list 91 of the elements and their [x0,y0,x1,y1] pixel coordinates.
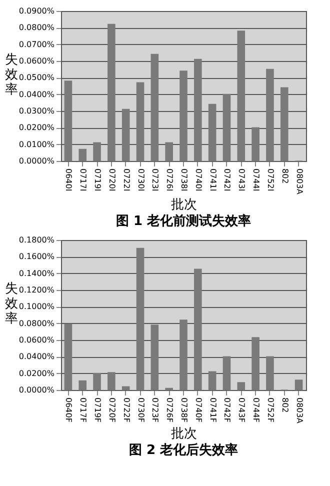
y-tick-label: 0.0600% [18,336,55,344]
x-tick-label: 0723I [150,168,160,192]
x-tick-label: 0803A [294,398,304,424]
x-tick-label: 0744F [252,398,261,423]
bar [266,356,274,390]
bar [180,320,188,390]
y-tick-label: 0.0400% [18,352,55,362]
y-tick-label: 0.0200% [18,123,55,132]
x-tick-label: 0720I [107,168,116,192]
bar [194,58,202,162]
x-tick-label: 0752F [266,398,275,423]
x-tick-label: 0803A [294,168,304,195]
x-tick-label: 0740I [194,168,203,192]
bar [252,127,260,162]
y-tick-label: 0.0800% [18,23,55,32]
bar [237,382,246,390]
x-axis-title: 批次 [171,197,197,212]
bar [266,68,274,162]
x-tick-label: 0741I [208,168,218,192]
x-tick-label: 802 [280,398,290,413]
bar [108,372,116,390]
bar [93,142,101,162]
bar [150,324,159,390]
x-tick-label: 0740F [194,398,203,423]
bar [222,94,231,162]
bar [93,372,101,390]
y-axis-title: 失效率 [5,282,18,326]
bar [150,54,159,162]
x-tick-label: 0742I [222,168,232,192]
x-tick-label: 0752I [266,168,275,192]
y-tick-label: 0.0600% [18,56,55,66]
y-tick-label: 0.0500% [18,73,55,82]
bar [64,80,72,162]
bar [280,87,288,162]
y-tick-label: 0.0100% [18,140,55,149]
x-tick-label: 802 [280,168,290,184]
y-tick-label: 0.1000% [18,302,55,312]
y-tick-label: 0.1400% [18,268,55,278]
y-tick-label: 0.0000% [18,156,55,166]
bar [180,70,188,162]
bar [122,386,130,390]
x-axis-title: 批次 [171,426,197,442]
y-tick-label: 0.0400% [18,90,55,99]
x-tick-label: 0726F [165,398,174,423]
bar [237,30,246,162]
y-tick-label: 0.0000% [18,386,55,394]
x-tick-label: 0719F [93,398,102,423]
x-tick-label: 0717I [78,168,88,192]
x-tick-label: 0723F [150,398,160,423]
x-tick-label: 0720F [107,398,116,423]
x-tick-label: 0640I [64,168,74,192]
x-tick-label: 0743I [237,168,246,192]
y-tick-label: 0.1600% [18,252,55,262]
bar [78,148,87,162]
x-tick-label: 0742F [222,398,232,423]
bar [136,248,144,390]
bar [194,268,202,390]
bar [136,82,144,162]
x-tick-label: 0744I [252,168,261,192]
x-tick-label: 0738F [180,398,188,423]
x-tick-label: 0717F [78,398,88,423]
bar [252,337,260,390]
y-tick-label: 0.0800% [18,318,55,328]
x-tick-label: 0722I [122,168,131,192]
bar [64,324,72,390]
y-axis-title: 失效率 [5,52,18,98]
x-tick-label: 0738I [180,168,188,192]
bar [208,371,216,390]
x-tick-label: 0730I [136,168,146,192]
bar [78,380,87,390]
bar [294,380,303,390]
x-tick-label: 0722F [122,398,131,423]
x-tick-label: 0726I [165,168,174,192]
bar [122,108,130,162]
y-tick-label: 0.1200% [18,286,55,294]
x-tick-label: 0640F [64,398,74,423]
x-tick-label: 0730F [136,398,146,423]
x-tick-label: 0743F [237,398,246,423]
y-tick-label: 0.0700% [18,40,55,49]
y-tick-label: 0.0300% [18,106,55,116]
bar [208,104,216,162]
text: 图 2 老化后失效率 [128,442,238,458]
text: 图 1 老化前测试失效率 [116,212,252,229]
y-tick-label: 0.0200% [18,368,55,378]
y-tick-label: 0.0900% [18,6,55,16]
y-tick-label: 0.1800% [18,236,55,244]
bar [165,142,173,162]
x-tick-label: 0719I [93,168,102,192]
x-tick-label: 0741F [208,398,218,423]
bar [108,24,116,162]
bar [222,356,231,390]
